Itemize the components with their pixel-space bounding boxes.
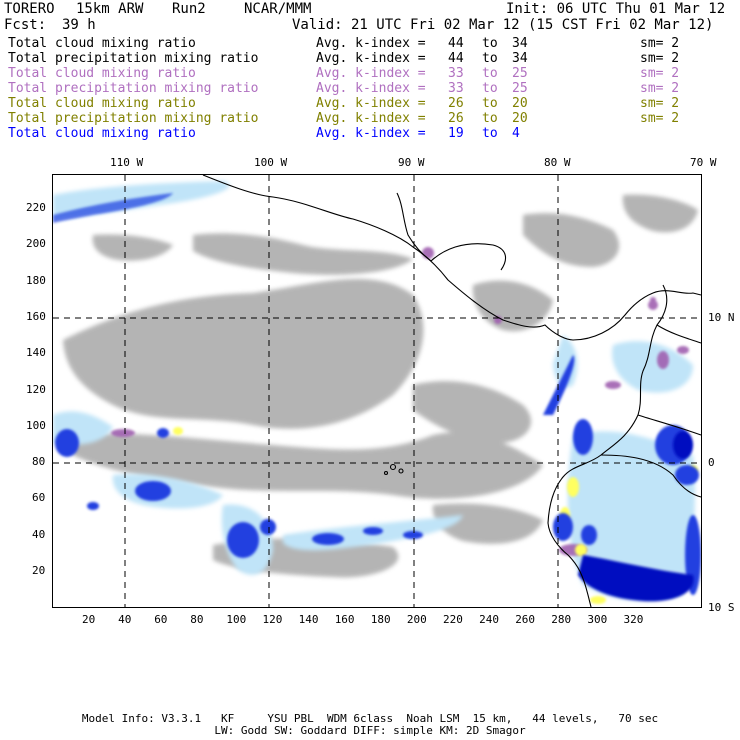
k-index-to: 4 xyxy=(512,126,520,141)
x-tick-label: 140 xyxy=(298,613,319,626)
lat-label: 0 xyxy=(708,456,715,469)
x-tick-label: 180 xyxy=(370,613,391,626)
x-tick-label: 280 xyxy=(551,613,572,626)
variable-row: Total precipitation mixing ratio Avg. k-i… xyxy=(8,111,708,126)
x-tick-label: 160 xyxy=(334,613,355,626)
k-index-from: 44 xyxy=(448,51,464,66)
k-index-label: Avg. k-index = xyxy=(316,81,426,96)
variable-name: Total precipitation mixing ratio xyxy=(8,111,259,126)
lon-label: 100 W xyxy=(254,156,288,169)
variable-name: Total cloud mixing ratio xyxy=(8,126,196,141)
model-info-line2: LW: Godd SW: Goddard DIFF: simple KM: 2D… xyxy=(214,724,526,737)
model-resolution: 15km ARW xyxy=(76,1,144,17)
coastlines xyxy=(202,175,701,607)
k-index-to-word: to xyxy=(482,111,498,126)
x-tick-label: 120 xyxy=(262,613,283,626)
k-index-to-word: to xyxy=(482,66,498,81)
x-tick-label: 20 xyxy=(82,613,96,626)
k-index-label: Avg. k-index = xyxy=(316,66,426,81)
variable-name: Total cloud mixing ratio xyxy=(8,96,196,111)
darkblue-convection xyxy=(578,431,694,602)
variable-name: Total precipitation mixing ratio xyxy=(8,81,259,96)
k-index-from: 19 xyxy=(448,126,464,141)
x-tick-label: 300 xyxy=(587,613,608,626)
smoothing-label: sm= 2 xyxy=(640,111,680,126)
k-index-to-word: to xyxy=(482,36,498,51)
x-tick-label: 200 xyxy=(406,613,427,626)
y-tick-label: 160 xyxy=(26,309,46,323)
y-tick-label: 220 xyxy=(26,201,46,214)
k-index-to: 25 xyxy=(512,66,528,81)
forecast-hour: 39 h xyxy=(62,17,96,33)
gray-cloud-field xyxy=(63,194,698,578)
variable-row: Total cloud mixing ratio Avg. k-index = 33… xyxy=(8,66,708,81)
lat-label: 10 S xyxy=(708,601,735,614)
y-tick-label: 60 xyxy=(32,491,46,505)
variable-name: Total cloud mixing ratio xyxy=(8,66,196,81)
x-tick-label: 100 xyxy=(226,613,247,626)
k-index-to: 20 xyxy=(512,96,528,111)
y-tick-label: 100 xyxy=(26,418,46,432)
variable-row: Total precipitation mixing ratio Avg. k-i… xyxy=(8,81,708,96)
k-index-label: Avg. k-index = xyxy=(316,111,426,126)
x-tick-label: 60 xyxy=(154,613,168,626)
k-index-label: Avg. k-index = xyxy=(316,51,426,66)
lat-label: 10 N xyxy=(708,311,735,324)
k-index-from: 26 xyxy=(448,111,464,126)
smoothing-label: sm= 2 xyxy=(640,36,680,51)
y-tick-label: 40 xyxy=(32,527,46,541)
x-tick-label: 260 xyxy=(515,613,536,626)
k-index-label: Avg. k-index = xyxy=(316,126,426,141)
k-index-from: 44 xyxy=(448,36,464,51)
y-tick-label: 180 xyxy=(26,273,46,287)
smoothing-label: sm= 2 xyxy=(640,81,680,96)
y-tick-label: 200 xyxy=(26,237,46,251)
variable-row: Total cloud mixing ratio Avg. k-index = 26… xyxy=(8,96,708,111)
k-index-to: 34 xyxy=(512,51,528,66)
k-index-to: 20 xyxy=(512,111,528,126)
k-index-to: 34 xyxy=(512,36,528,51)
x-tick-label: 80 xyxy=(190,613,204,626)
k-index-label: Avg. k-index = xyxy=(316,36,426,51)
y-tick-label: 120 xyxy=(26,382,46,396)
y-tick-label: 80 xyxy=(32,455,46,469)
x-tick-label: 40 xyxy=(118,613,132,626)
k-index-to-word: to xyxy=(482,81,498,96)
smoothing-label: sm= 2 xyxy=(640,51,680,66)
smoothing-label: sm= 2 xyxy=(640,66,680,81)
model-info-line1: Model Info: V3.3.1 KF YSU PBL WDM 6class… xyxy=(81,712,659,725)
init-time: Init: 06 UTC Thu 01 Mar 12 xyxy=(506,1,726,17)
model-name: TORERO xyxy=(4,1,55,17)
variable-row: Total cloud mixing ratio Avg. k-index = 19… xyxy=(8,126,708,141)
k-index-to-word: to xyxy=(482,51,498,66)
k-index-to-word: to xyxy=(482,96,498,111)
valid-time: Valid: 21 UTC Fri 02 Mar 12 (15 CST Fri … xyxy=(292,17,714,33)
x-tick-label: 220 xyxy=(443,613,463,626)
k-index-from: 33 xyxy=(448,81,464,96)
lon-label: 110 W xyxy=(110,156,144,169)
k-index-from: 26 xyxy=(448,96,464,111)
org-label: NCAR/MMM xyxy=(244,1,312,17)
lon-label: 90 W xyxy=(398,156,425,169)
forecast-map xyxy=(53,175,701,607)
map-panel xyxy=(52,174,702,608)
k-index-from: 33 xyxy=(448,66,464,81)
y-tick-label: 20 xyxy=(32,564,46,577)
k-index-to: 25 xyxy=(512,81,528,96)
variable-row: Total cloud mixing ratio Avg. k-index = 44… xyxy=(8,36,708,51)
lon-label: 80 W xyxy=(544,156,571,169)
k-index-label: Avg. k-index = xyxy=(316,96,426,111)
lat-lon-grid xyxy=(53,175,701,607)
forecast-label: Fcst: xyxy=(4,17,47,33)
run-label: Run2 xyxy=(172,1,206,17)
lon-label: 70 W xyxy=(690,156,717,169)
k-index-to-word: to xyxy=(482,126,498,141)
smoothing-label: sm= 2 xyxy=(640,96,680,111)
y-tick-label: 140 xyxy=(26,346,46,360)
x-tick-label: 240 xyxy=(479,613,499,626)
x-tick-label: 320 xyxy=(623,613,644,626)
variable-row: Total precipitation mixing ratio Avg. k-i… xyxy=(8,51,708,66)
variable-name: Total precipitation mixing ratio xyxy=(8,51,259,66)
variable-name: Total cloud mixing ratio xyxy=(8,36,196,51)
